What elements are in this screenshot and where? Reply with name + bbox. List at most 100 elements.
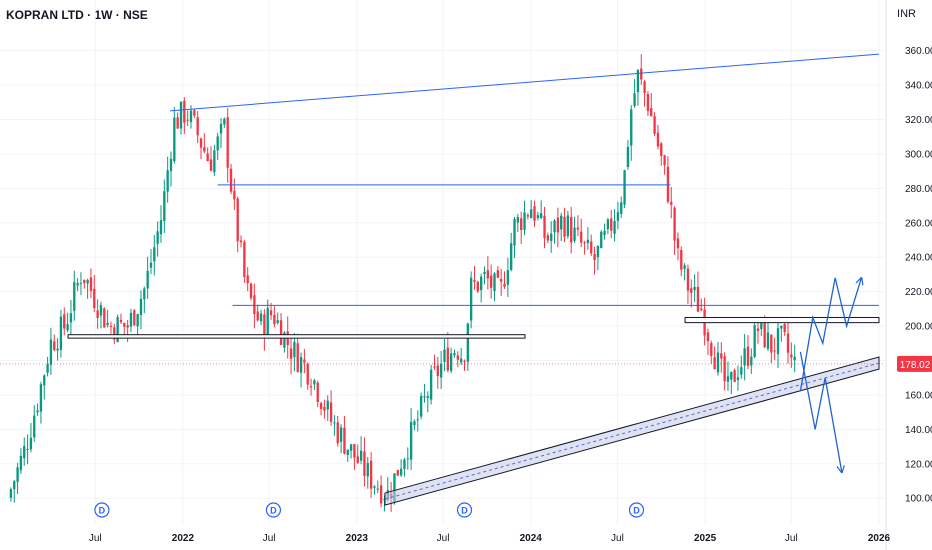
candle-body[interactable] [746, 346, 750, 366]
candle-body[interactable] [283, 332, 286, 348]
candle[interactable] [453, 349, 456, 358]
candle[interactable] [46, 356, 49, 377]
candle-body[interactable] [686, 268, 690, 291]
candle[interactable] [556, 207, 560, 248]
candle[interactable] [296, 333, 299, 373]
candle[interactable] [206, 147, 209, 162]
candle-body[interactable] [239, 240, 243, 243]
candle[interactable] [163, 179, 166, 234]
candle-body[interactable] [696, 286, 700, 312]
candle-body[interactable] [720, 353, 723, 359]
candle-body[interactable] [710, 343, 713, 357]
candle[interactable] [276, 312, 279, 325]
candle-body[interactable] [640, 68, 643, 80]
candle[interactable] [786, 319, 790, 364]
dividend-marker[interactable]: D [628, 502, 645, 518]
candle[interactable] [523, 200, 526, 236]
candle[interactable] [643, 79, 646, 107]
candle-body[interactable] [483, 271, 486, 275]
candle-body[interactable] [763, 317, 766, 348]
candle-body[interactable] [209, 159, 213, 171]
candle[interactable] [53, 334, 56, 352]
candle-body[interactable] [760, 317, 763, 329]
candle[interactable] [66, 312, 69, 333]
candle-body[interactable] [396, 469, 399, 476]
candle[interactable] [713, 346, 716, 370]
candle-body[interactable] [96, 310, 99, 318]
candle[interactable] [319, 401, 323, 416]
candle-body[interactable] [616, 212, 620, 221]
candle-body[interactable] [730, 371, 733, 380]
candle-body[interactable] [706, 332, 710, 342]
candle[interactable] [59, 309, 63, 358]
candle[interactable] [203, 133, 206, 154]
candle-body[interactable] [526, 215, 530, 217]
candle[interactable] [33, 405, 36, 442]
candle[interactable] [243, 239, 246, 284]
candle[interactable] [199, 137, 203, 160]
candle-body[interactable] [613, 221, 616, 234]
candle[interactable] [526, 213, 530, 220]
candle-body[interactable] [39, 384, 43, 412]
candle[interactable] [646, 91, 650, 117]
candle-body[interactable] [86, 280, 89, 284]
candle-body[interactable] [456, 355, 459, 360]
candle[interactable] [56, 338, 59, 361]
candle[interactable] [733, 368, 736, 383]
candle[interactable] [379, 475, 383, 508]
candle[interactable] [153, 234, 156, 276]
candle-body[interactable] [773, 350, 776, 352]
candle[interactable] [119, 313, 123, 324]
candle[interactable] [736, 365, 740, 391]
candle-body[interactable] [323, 406, 326, 411]
candle[interactable] [273, 306, 276, 328]
candle[interactable] [566, 210, 570, 239]
candle[interactable] [543, 206, 546, 249]
candle-body[interactable] [680, 250, 683, 270]
dividend-marker[interactable]: D [265, 502, 282, 518]
candle[interactable] [436, 356, 439, 389]
candle[interactable] [750, 348, 753, 374]
candle[interactable] [353, 443, 356, 470]
candle[interactable] [289, 335, 293, 375]
candle[interactable] [233, 178, 236, 211]
candle-body[interactable] [406, 458, 409, 460]
candle[interactable] [473, 266, 476, 290]
candle-body[interactable] [26, 448, 29, 450]
candle-body[interactable] [33, 415, 36, 438]
candle-body[interactable] [573, 227, 576, 241]
candle-body[interactable] [570, 216, 573, 243]
candle-body[interactable] [139, 298, 143, 316]
candle[interactable] [173, 107, 176, 164]
candle-body[interactable] [126, 325, 129, 328]
candle-body[interactable] [433, 366, 436, 368]
candle[interactable] [723, 352, 726, 391]
candle[interactable] [570, 206, 573, 254]
candle-body[interactable] [416, 419, 419, 421]
candle-body[interactable] [169, 158, 173, 172]
candle-body[interactable] [166, 170, 169, 192]
candle[interactable] [133, 308, 136, 327]
candle-body[interactable] [623, 170, 626, 205]
candle[interactable] [339, 424, 343, 454]
candle[interactable] [439, 351, 443, 390]
candle-body[interactable] [490, 275, 493, 288]
candle[interactable] [690, 279, 693, 308]
candle[interactable] [96, 299, 99, 329]
candle-body[interactable] [449, 353, 453, 371]
candle-body[interactable] [319, 403, 323, 409]
candle-body[interactable] [753, 325, 756, 357]
candle[interactable] [139, 290, 143, 330]
candle-body[interactable] [259, 313, 263, 322]
candle[interactable] [686, 264, 690, 304]
candle-body[interactable] [690, 288, 693, 293]
candle-body[interactable] [93, 288, 96, 308]
candle-body[interactable] [536, 215, 540, 219]
candle-body[interactable] [650, 108, 653, 117]
candle-body[interactable] [353, 444, 356, 458]
candle[interactable] [716, 342, 720, 376]
candle-body[interactable] [99, 305, 103, 316]
candle[interactable] [726, 361, 730, 391]
candle-body[interactable] [630, 109, 633, 146]
